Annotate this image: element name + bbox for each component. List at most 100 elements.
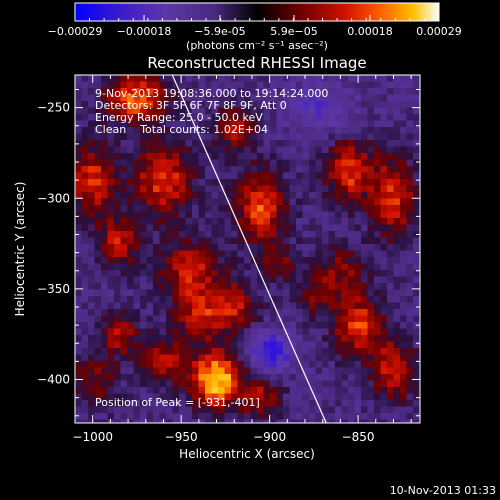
heatmap-cell	[250, 185, 258, 193]
heatmap-cell	[276, 257, 284, 264]
heatmap-cell	[348, 263, 355, 271]
heatmap-cell	[185, 335, 193, 342]
heatmap-cell	[237, 374, 245, 381]
heatmap-cell	[94, 88, 102, 95]
heatmap-cell	[315, 211, 323, 219]
heatmap-cell	[302, 198, 310, 206]
heatmap-cell	[75, 400, 82, 407]
heatmap-cell	[393, 133, 401, 141]
heatmap-cell	[179, 419, 186, 423]
heatmap-cell	[237, 367, 245, 375]
heatmap-cell	[257, 387, 264, 394]
heatmap-cell	[413, 354, 420, 362]
heatmap-cell	[257, 153, 264, 160]
heatmap-cell	[159, 348, 167, 355]
heatmap-cell	[322, 120, 329, 128]
heatmap-cell	[75, 120, 82, 128]
heatmap-cell	[185, 140, 193, 147]
heatmap-cell	[263, 114, 271, 121]
heatmap-cell	[140, 374, 147, 381]
heatmap-cell	[380, 127, 388, 134]
heatmap-cell	[335, 335, 342, 342]
heatmap-cell	[224, 231, 232, 238]
heatmap-cell	[179, 211, 186, 219]
heatmap-cell	[237, 146, 245, 154]
heatmap-cell	[354, 114, 362, 121]
heatmap-cell	[406, 146, 414, 154]
heatmap-cell	[341, 257, 349, 264]
heatmap-cell	[75, 179, 82, 186]
heatmap-cell	[211, 302, 219, 310]
heatmap-cell	[270, 315, 277, 323]
heatmap-cell	[341, 185, 349, 193]
heatmap-cell	[322, 367, 329, 375]
heatmap-cell	[263, 88, 271, 95]
heatmap-cell	[159, 120, 167, 128]
heatmap-cell	[250, 335, 258, 342]
heatmap-cell	[133, 361, 141, 368]
heatmap-cell	[374, 101, 381, 108]
heatmap-cell	[127, 185, 134, 193]
heatmap-cell	[257, 400, 264, 407]
heatmap-cell	[218, 400, 225, 407]
heatmap-cell	[81, 289, 89, 297]
heatmap-cell	[419, 374, 420, 381]
heatmap-cell	[224, 374, 232, 381]
heatmap-cell	[94, 361, 102, 368]
heatmap-cell	[367, 120, 375, 128]
heatmap-cell	[94, 419, 102, 423]
heatmap-cell	[237, 263, 245, 271]
heatmap-cell	[94, 224, 102, 232]
heatmap-cell	[322, 393, 329, 401]
heatmap-cell	[224, 237, 232, 245]
heatmap-cell	[81, 211, 89, 219]
heatmap-cell	[185, 283, 193, 290]
heatmap-cell	[114, 192, 121, 199]
heatmap-cell	[244, 250, 251, 258]
heatmap-cell	[198, 172, 206, 180]
heatmap-cell	[192, 276, 199, 284]
heatmap-cell	[153, 88, 160, 95]
heatmap-cell	[400, 348, 407, 355]
heatmap-cell	[341, 237, 349, 245]
heatmap-cell	[120, 335, 128, 342]
heatmap-cell	[322, 218, 329, 225]
heatmap-cell	[140, 75, 147, 82]
heatmap-cell	[250, 94, 258, 102]
heatmap-cell	[114, 257, 121, 264]
heatmap-cell	[166, 361, 173, 368]
heatmap-cell	[296, 393, 303, 401]
heatmap-cell	[237, 341, 245, 349]
heatmap-cell	[133, 341, 141, 349]
heatmap-cell	[88, 283, 95, 290]
heatmap-cell	[75, 387, 82, 394]
heatmap-cell	[218, 257, 225, 264]
heatmap-cell	[413, 413, 420, 420]
heatmap-cell	[387, 101, 394, 108]
heatmap-cell	[302, 153, 310, 160]
heatmap-cell	[146, 120, 154, 128]
heatmap-cell	[400, 270, 407, 277]
heatmap-cell	[127, 361, 134, 368]
heatmap-cell	[94, 413, 102, 420]
heatmap-cell	[185, 224, 193, 232]
heatmap-cell	[380, 276, 388, 284]
heatmap-cell	[380, 400, 388, 407]
heatmap-cell	[413, 120, 420, 128]
heatmap-cell	[153, 413, 160, 420]
heatmap-cell	[94, 328, 102, 336]
heatmap-cell	[276, 224, 284, 232]
heatmap-cell	[406, 133, 414, 141]
heatmap-cell	[367, 309, 375, 316]
heatmap-cell	[419, 101, 420, 108]
heatmap-cell	[400, 146, 407, 154]
heatmap-cell	[257, 192, 264, 199]
heatmap-cell	[315, 94, 323, 102]
heatmap-cell	[322, 244, 329, 251]
heatmap-cell	[302, 94, 310, 102]
heatmap-cell	[257, 205, 264, 212]
heatmap-cell	[374, 88, 381, 95]
heatmap-cell	[374, 302, 381, 310]
heatmap-cell	[81, 237, 89, 245]
heatmap-cell	[374, 283, 381, 290]
